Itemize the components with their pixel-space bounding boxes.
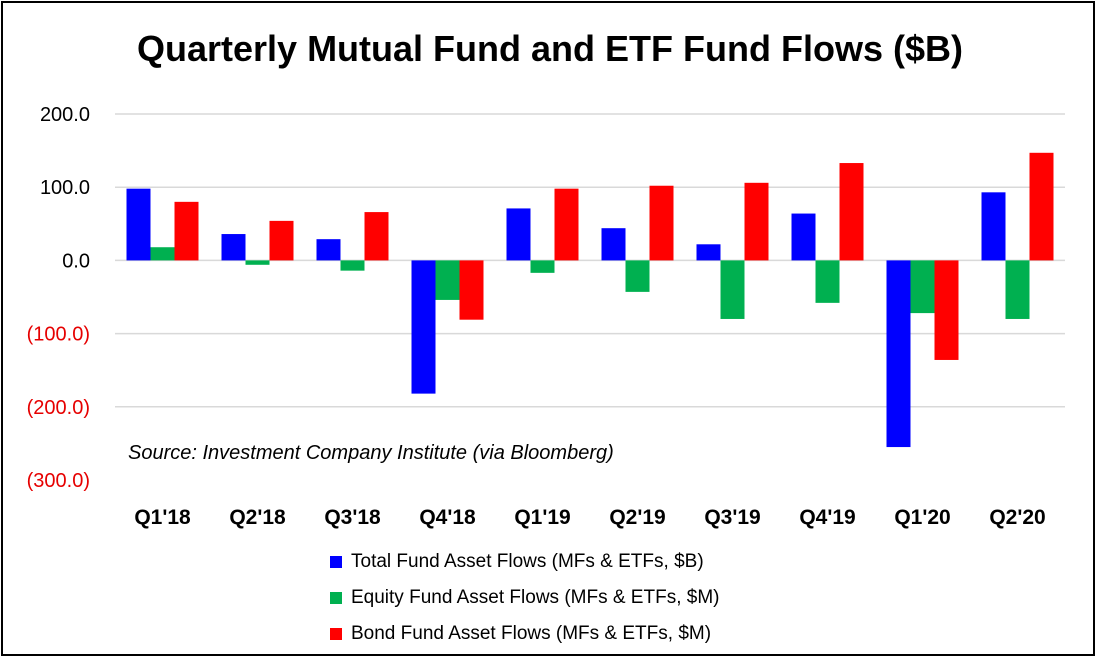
x-tick-label: Q2'18 xyxy=(229,506,286,529)
bar-total xyxy=(411,260,436,394)
y-tick-label: 100.0 xyxy=(40,177,90,199)
x-tick-label: Q2'19 xyxy=(609,506,665,529)
bar-total xyxy=(886,260,911,448)
legend-swatch-equity xyxy=(330,592,342,604)
bar-total xyxy=(696,244,721,261)
legend-label-equity: Equity Fund Asset Flows (MFs & ETFs, $M) xyxy=(351,587,720,608)
bar-total xyxy=(601,228,626,261)
bar-bond xyxy=(744,182,769,261)
x-tick-label: Q1'18 xyxy=(134,506,191,529)
bar-bond xyxy=(269,220,294,261)
bar-equity xyxy=(340,260,365,271)
bar-equity xyxy=(815,260,840,303)
x-tick-label: Q3'19 xyxy=(704,506,760,529)
y-tick-label: 200.0 xyxy=(40,104,90,126)
bar-bond xyxy=(554,188,579,261)
bar-bond xyxy=(1029,152,1054,261)
bar-bond xyxy=(174,201,199,261)
chart-legend: Total Fund Asset Flows (MFs & ETFs, $B) … xyxy=(330,544,719,652)
source-annotation: Source: Investment Company Institute (vi… xyxy=(128,442,614,464)
bar-bond xyxy=(934,260,959,360)
legend-label-bond: Bond Fund Asset Flows (MFs & ETFs, $M) xyxy=(351,623,712,644)
x-tick-label: Q3'18 xyxy=(324,506,381,529)
bar-bond xyxy=(364,212,389,261)
x-tick-label: Q2'20 xyxy=(989,506,1045,529)
x-tick-label: Q4'19 xyxy=(799,506,855,529)
y-tick-label: (100.0) xyxy=(27,324,90,346)
bar-equity xyxy=(530,260,555,273)
legend-item-bond: Bond Fund Asset Flows (MFs & ETFs, $M) xyxy=(330,616,719,652)
bar-equity xyxy=(150,247,175,261)
y-tick-label: 0.0 xyxy=(62,250,90,272)
x-tick-label: Q1'20 xyxy=(894,506,950,529)
bar-total xyxy=(126,188,151,261)
bar-bond xyxy=(839,163,864,261)
x-tick-label: Q1'19 xyxy=(514,506,570,529)
y-tick-label: (200.0) xyxy=(27,397,90,419)
bar-equity xyxy=(1005,260,1030,319)
bar-total xyxy=(791,213,816,261)
bar-bond xyxy=(459,260,484,320)
bar-equity xyxy=(720,260,745,319)
bar-equity xyxy=(625,260,650,292)
legend-label-total: Total Fund Asset Flows (MFs & ETFs, $B) xyxy=(351,551,704,572)
y-tick-label: (300.0) xyxy=(27,470,90,492)
legend-swatch-bond xyxy=(330,628,342,640)
bar-equity xyxy=(435,260,460,300)
legend-swatch-total xyxy=(330,556,342,568)
bar-equity xyxy=(245,260,270,265)
bar-bond xyxy=(649,185,674,261)
legend-item-equity: Equity Fund Asset Flows (MFs & ETFs, $M) xyxy=(330,580,719,616)
bar-total xyxy=(221,234,246,261)
legend-item-total: Total Fund Asset Flows (MFs & ETFs, $B) xyxy=(330,544,719,580)
chart-title: Quarterly Mutual Fund and ETF Fund Flows… xyxy=(137,28,963,69)
bar-total xyxy=(981,192,1006,261)
bar-total xyxy=(316,239,341,261)
bar-equity xyxy=(910,260,935,314)
x-tick-label: Q4'18 xyxy=(419,506,476,529)
bar-total xyxy=(506,208,531,261)
